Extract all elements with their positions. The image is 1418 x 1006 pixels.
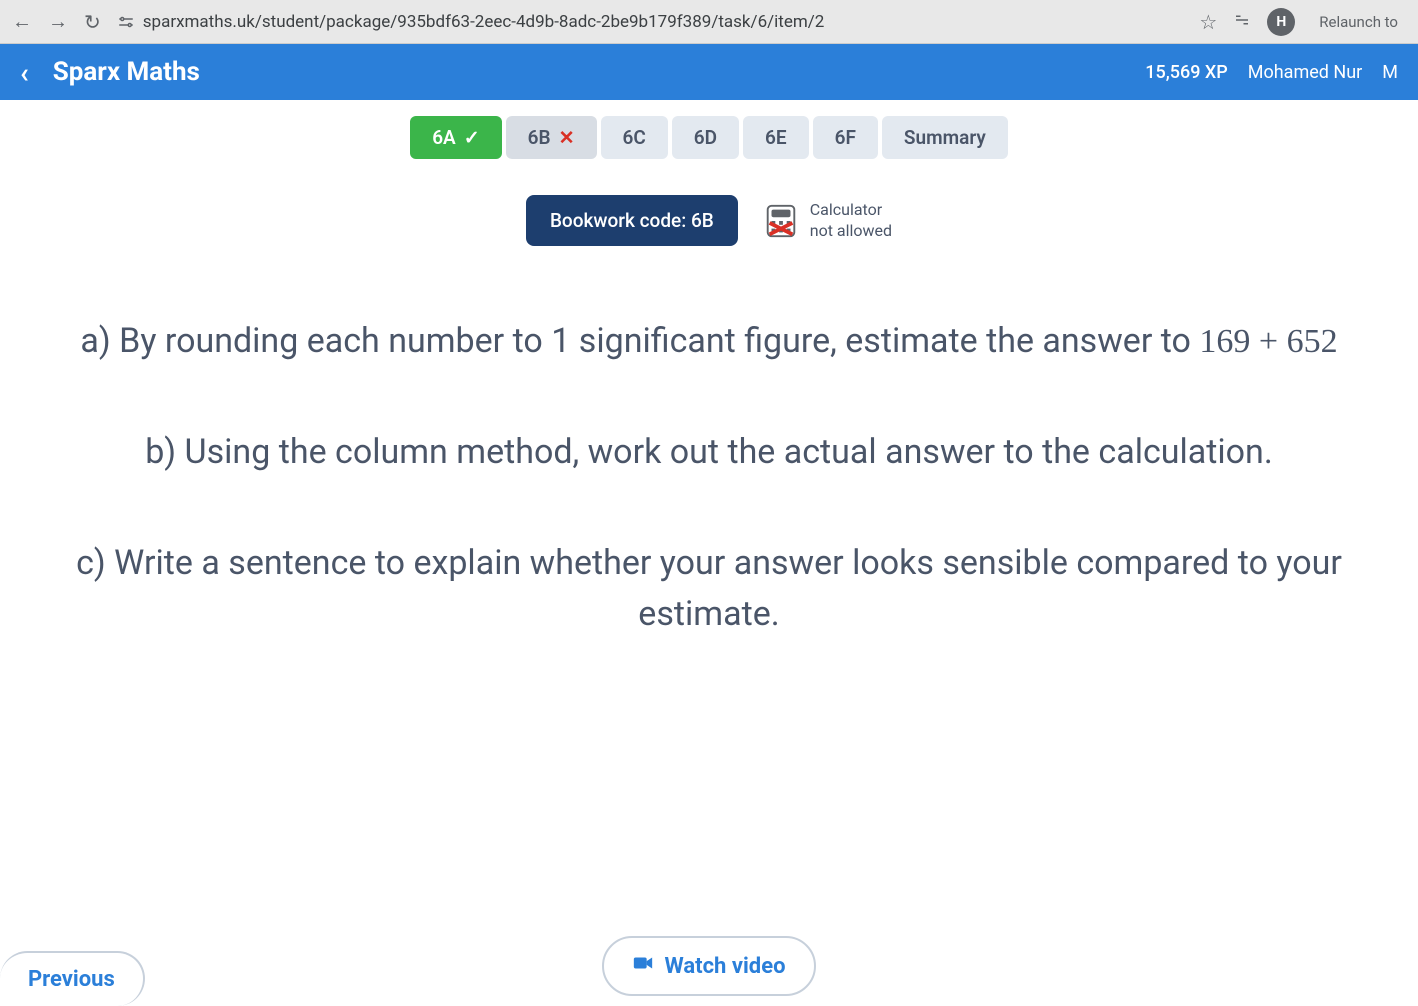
task-tabs: 6A ✓ 6B ✕ 6C 6D 6E 6F Summary: [0, 100, 1418, 175]
back-chevron-icon[interactable]: ‹: [20, 56, 29, 89]
bookwork-badge: Bookwork code: 6B: [526, 195, 738, 246]
question-part-c: c) Write a sentence to explain whether y…: [60, 538, 1358, 640]
user-menu-letter[interactable]: M: [1382, 62, 1398, 83]
tab-6f[interactable]: 6F: [813, 116, 878, 159]
browser-actions: ☆ H Relaunch to: [1199, 8, 1406, 36]
nav-reload-icon[interactable]: ↻: [84, 10, 101, 34]
calculator-not-allowed-icon: [762, 202, 800, 240]
tab-label: 6A: [432, 126, 456, 149]
tab-summary[interactable]: Summary: [882, 116, 1008, 159]
tab-label: 6D: [694, 126, 717, 149]
browser-toolbar: ← → ↻ sparxmaths.uk/student/package/935b…: [0, 0, 1418, 44]
watch-video-label: Watch video: [664, 954, 785, 979]
tab-6d[interactable]: 6D: [672, 116, 739, 159]
tab-6c[interactable]: 6C: [601, 116, 668, 159]
info-row: Bookwork code: 6B Calculator not allowed: [0, 175, 1418, 286]
header-left: ‹ Sparx Maths: [20, 56, 200, 89]
url-text: sparxmaths.uk/student/package/935bdf63-2…: [143, 12, 825, 32]
url-bar[interactable]: sparxmaths.uk/student/package/935bdf63-2…: [117, 12, 1184, 32]
footer-row: Previous Watch video: [0, 926, 1418, 1006]
previous-button[interactable]: Previous: [0, 951, 145, 1006]
xp-counter: 15,569 XP: [1145, 62, 1228, 83]
calculator-line1: Calculator: [810, 200, 892, 221]
part-a-text: a) By rounding each number to 1 signific…: [80, 321, 1199, 361]
tab-label: 6F: [835, 126, 856, 149]
tab-label: Summary: [904, 126, 986, 149]
tab-label: 6B: [528, 126, 551, 149]
cross-icon: ✕: [559, 126, 575, 149]
app-header: ‹ Sparx Maths 15,569 XP Mohamed Nur M: [0, 44, 1418, 100]
tab-6a[interactable]: 6A ✓: [410, 116, 501, 159]
profile-letter: H: [1276, 14, 1286, 30]
question-part-b: b) Using the column method, work out the…: [60, 427, 1358, 478]
question-part-a: a) By rounding each number to 1 signific…: [60, 316, 1358, 367]
site-settings-icon[interactable]: [117, 13, 135, 31]
tab-label: 6E: [765, 126, 787, 149]
calculator-line2: not allowed: [810, 221, 892, 242]
calculator-text: Calculator not allowed: [810, 200, 892, 242]
tab-6e[interactable]: 6E: [743, 116, 809, 159]
calculator-status: Calculator not allowed: [762, 200, 892, 242]
nav-back-icon[interactable]: ←: [12, 9, 32, 34]
question-body: a) By rounding each number to 1 signific…: [0, 286, 1418, 926]
check-icon: ✓: [464, 126, 480, 149]
watch-video-button[interactable]: Watch video: [602, 936, 815, 996]
part-a-math: 169 + 652: [1199, 323, 1337, 360]
bookmark-star-icon[interactable]: ☆: [1199, 10, 1217, 34]
app-title: Sparx Maths: [53, 57, 200, 87]
extensions-icon[interactable]: [1233, 11, 1251, 33]
relaunch-button[interactable]: Relaunch to: [1311, 9, 1406, 35]
profile-avatar[interactable]: H: [1267, 8, 1295, 36]
nav-forward-icon[interactable]: →: [48, 9, 68, 34]
tab-6b[interactable]: 6B ✕: [506, 116, 597, 159]
header-right: 15,569 XP Mohamed Nur M: [1145, 62, 1398, 83]
video-camera-icon: [632, 952, 654, 980]
username-label: Mohamed Nur: [1248, 62, 1363, 83]
tab-label: 6C: [623, 126, 646, 149]
